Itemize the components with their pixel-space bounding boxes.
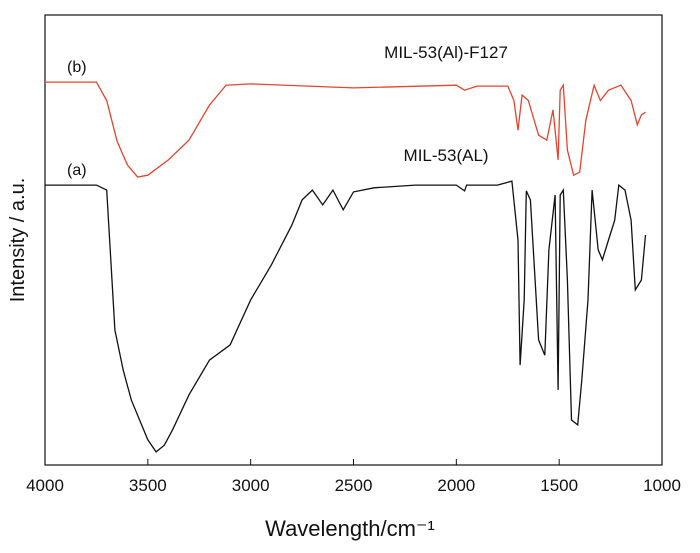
x-tick-label: 3500 — [129, 476, 167, 495]
x-tick-label: 1500 — [540, 476, 578, 495]
x-tick-label: 2500 — [335, 476, 373, 495]
spectrum-line — [45, 81, 646, 178]
x-axis-label: Wavelength/cm⁻¹ — [265, 516, 435, 541]
series-label: MIL-53(AL) — [404, 146, 489, 165]
plot-frame — [44, 14, 663, 466]
x-tick-label: 1000 — [643, 476, 681, 495]
y-axis-label: Intensity / a.u. — [7, 178, 29, 303]
x-tick-label: 3000 — [232, 476, 270, 495]
series-name: (b) — [67, 59, 87, 76]
series-label: MIL-53(Al)-F127 — [384, 43, 508, 62]
series-name: (a) — [67, 162, 87, 179]
x-tick-label: 4000 — [26, 476, 64, 495]
x-tick-label: 2000 — [437, 476, 475, 495]
spectrum-line — [45, 180, 647, 453]
